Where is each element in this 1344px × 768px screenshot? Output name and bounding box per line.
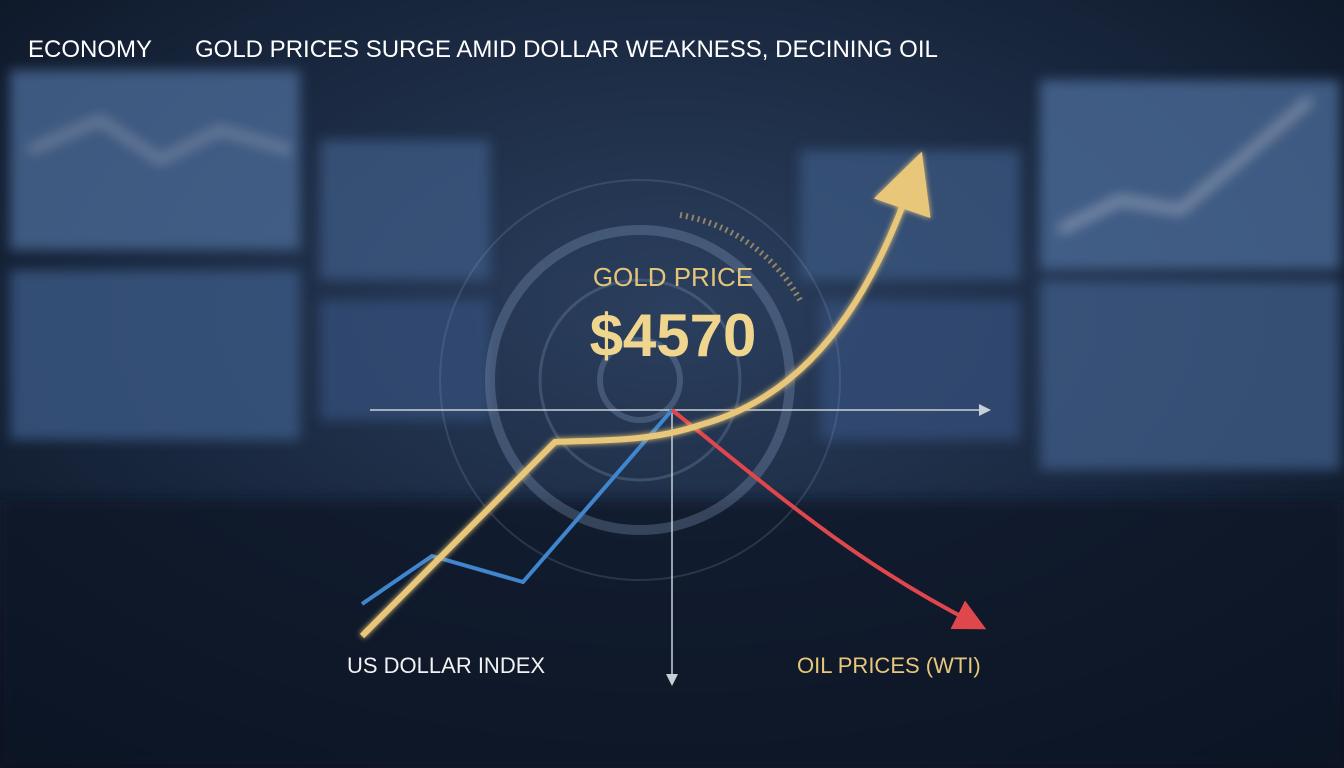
oil-label: OIL PRICES (WTI) xyxy=(797,653,981,678)
dollar-label: US DOLLAR INDEX xyxy=(347,653,545,678)
background-screens xyxy=(0,70,1344,768)
headline: GOLD PRICES SURGE AMID DOLLAR WEAKNESS, … xyxy=(195,36,938,63)
gold-value: $4570 xyxy=(590,302,757,369)
dollar-line xyxy=(360,408,674,606)
gold-label: GOLD PRICE xyxy=(593,262,753,292)
gold-line xyxy=(359,151,931,639)
category: ECONOMY xyxy=(28,36,152,63)
oil-line xyxy=(670,408,987,630)
